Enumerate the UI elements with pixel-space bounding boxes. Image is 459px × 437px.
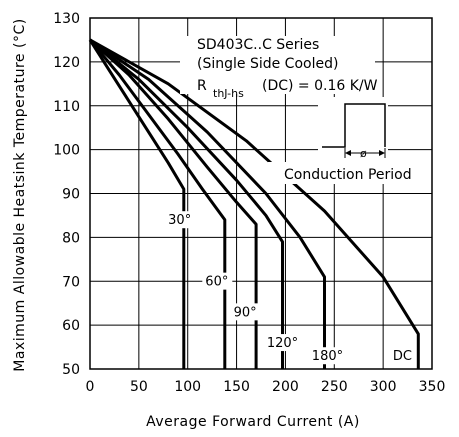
y-tick-label: 110 [53, 99, 80, 115]
x-axis-label: Average Forward Current (A) [146, 414, 360, 430]
y-tick-label: 120 [53, 55, 80, 71]
curve-label: 30° [168, 213, 191, 228]
curve-90 [88, 38, 258, 369]
curve-labels: 30° 60° 90° 120° 180° DC [165, 211, 412, 365]
series-title: SD403C..C Series [197, 37, 319, 53]
resistance-symbol: R [197, 78, 207, 94]
cooling-note: (Single Side Cooled) [197, 56, 338, 72]
curve-label-bg [389, 347, 412, 365]
x-tick-labels: 0 50 100 150 200 250 300 350 [86, 379, 446, 395]
curve-120 [89, 38, 284, 369]
curves [88, 38, 420, 369]
curve-label-bg [230, 303, 261, 321]
curve-label: 90° [234, 305, 257, 320]
resistance-value: (DC) = 0.16 K/W [262, 78, 378, 94]
x-tick-label: 350 [419, 379, 446, 395]
curve-30 [88, 39, 186, 369]
plot-frame [89, 17, 433, 370]
curve-label: DC [393, 349, 412, 364]
arrow-head-right [379, 150, 385, 156]
y-tick-label: 100 [53, 143, 80, 159]
conduction-period-label: Conduction Period [284, 167, 412, 183]
curve-label-bg [165, 211, 196, 229]
curve-dc [89, 38, 420, 369]
curve-label-bg [308, 347, 347, 365]
y-tick-labels: 50 60 70 80 90 100 110 120 130 [53, 11, 80, 378]
curve-180 [89, 38, 326, 369]
x-tick-label: 300 [370, 379, 397, 395]
arrow-head-left [345, 150, 351, 156]
pulse-waveform [322, 103, 386, 148]
x-tick-label: 150 [223, 379, 250, 395]
x-tick-label: 100 [174, 379, 201, 395]
y-tick-label: 80 [62, 230, 80, 246]
curve-label-bg [263, 334, 302, 352]
curve-label: 60° [205, 275, 228, 290]
curve-60 [88, 38, 227, 369]
curve-label: 120° [267, 336, 298, 351]
y-tick-label: 60 [62, 318, 80, 334]
annotation-box: SD403C..C Series (Single Side Cooled) R … [180, 36, 378, 100]
curve-label: 180° [312, 349, 343, 364]
conduction-period-diagram: ø Conduction Period [268, 97, 412, 184]
y-tick-label: 90 [62, 187, 80, 203]
phi-label: ø [360, 147, 367, 160]
resistance-subscript: thJ-hs [213, 87, 244, 100]
x-tick-label: 250 [321, 379, 348, 395]
y-axis-label: Maximum Allowable Heatsink Temperature (… [12, 18, 28, 371]
x-tick-label: 0 [86, 379, 95, 395]
y-tick-label: 130 [53, 11, 80, 27]
y-tick-label: 50 [62, 362, 80, 378]
x-tick-label: 200 [272, 379, 299, 395]
y-tick-label: 70 [62, 274, 80, 290]
x-tick-label: 50 [130, 379, 148, 395]
curve-label-bg [202, 272, 233, 290]
